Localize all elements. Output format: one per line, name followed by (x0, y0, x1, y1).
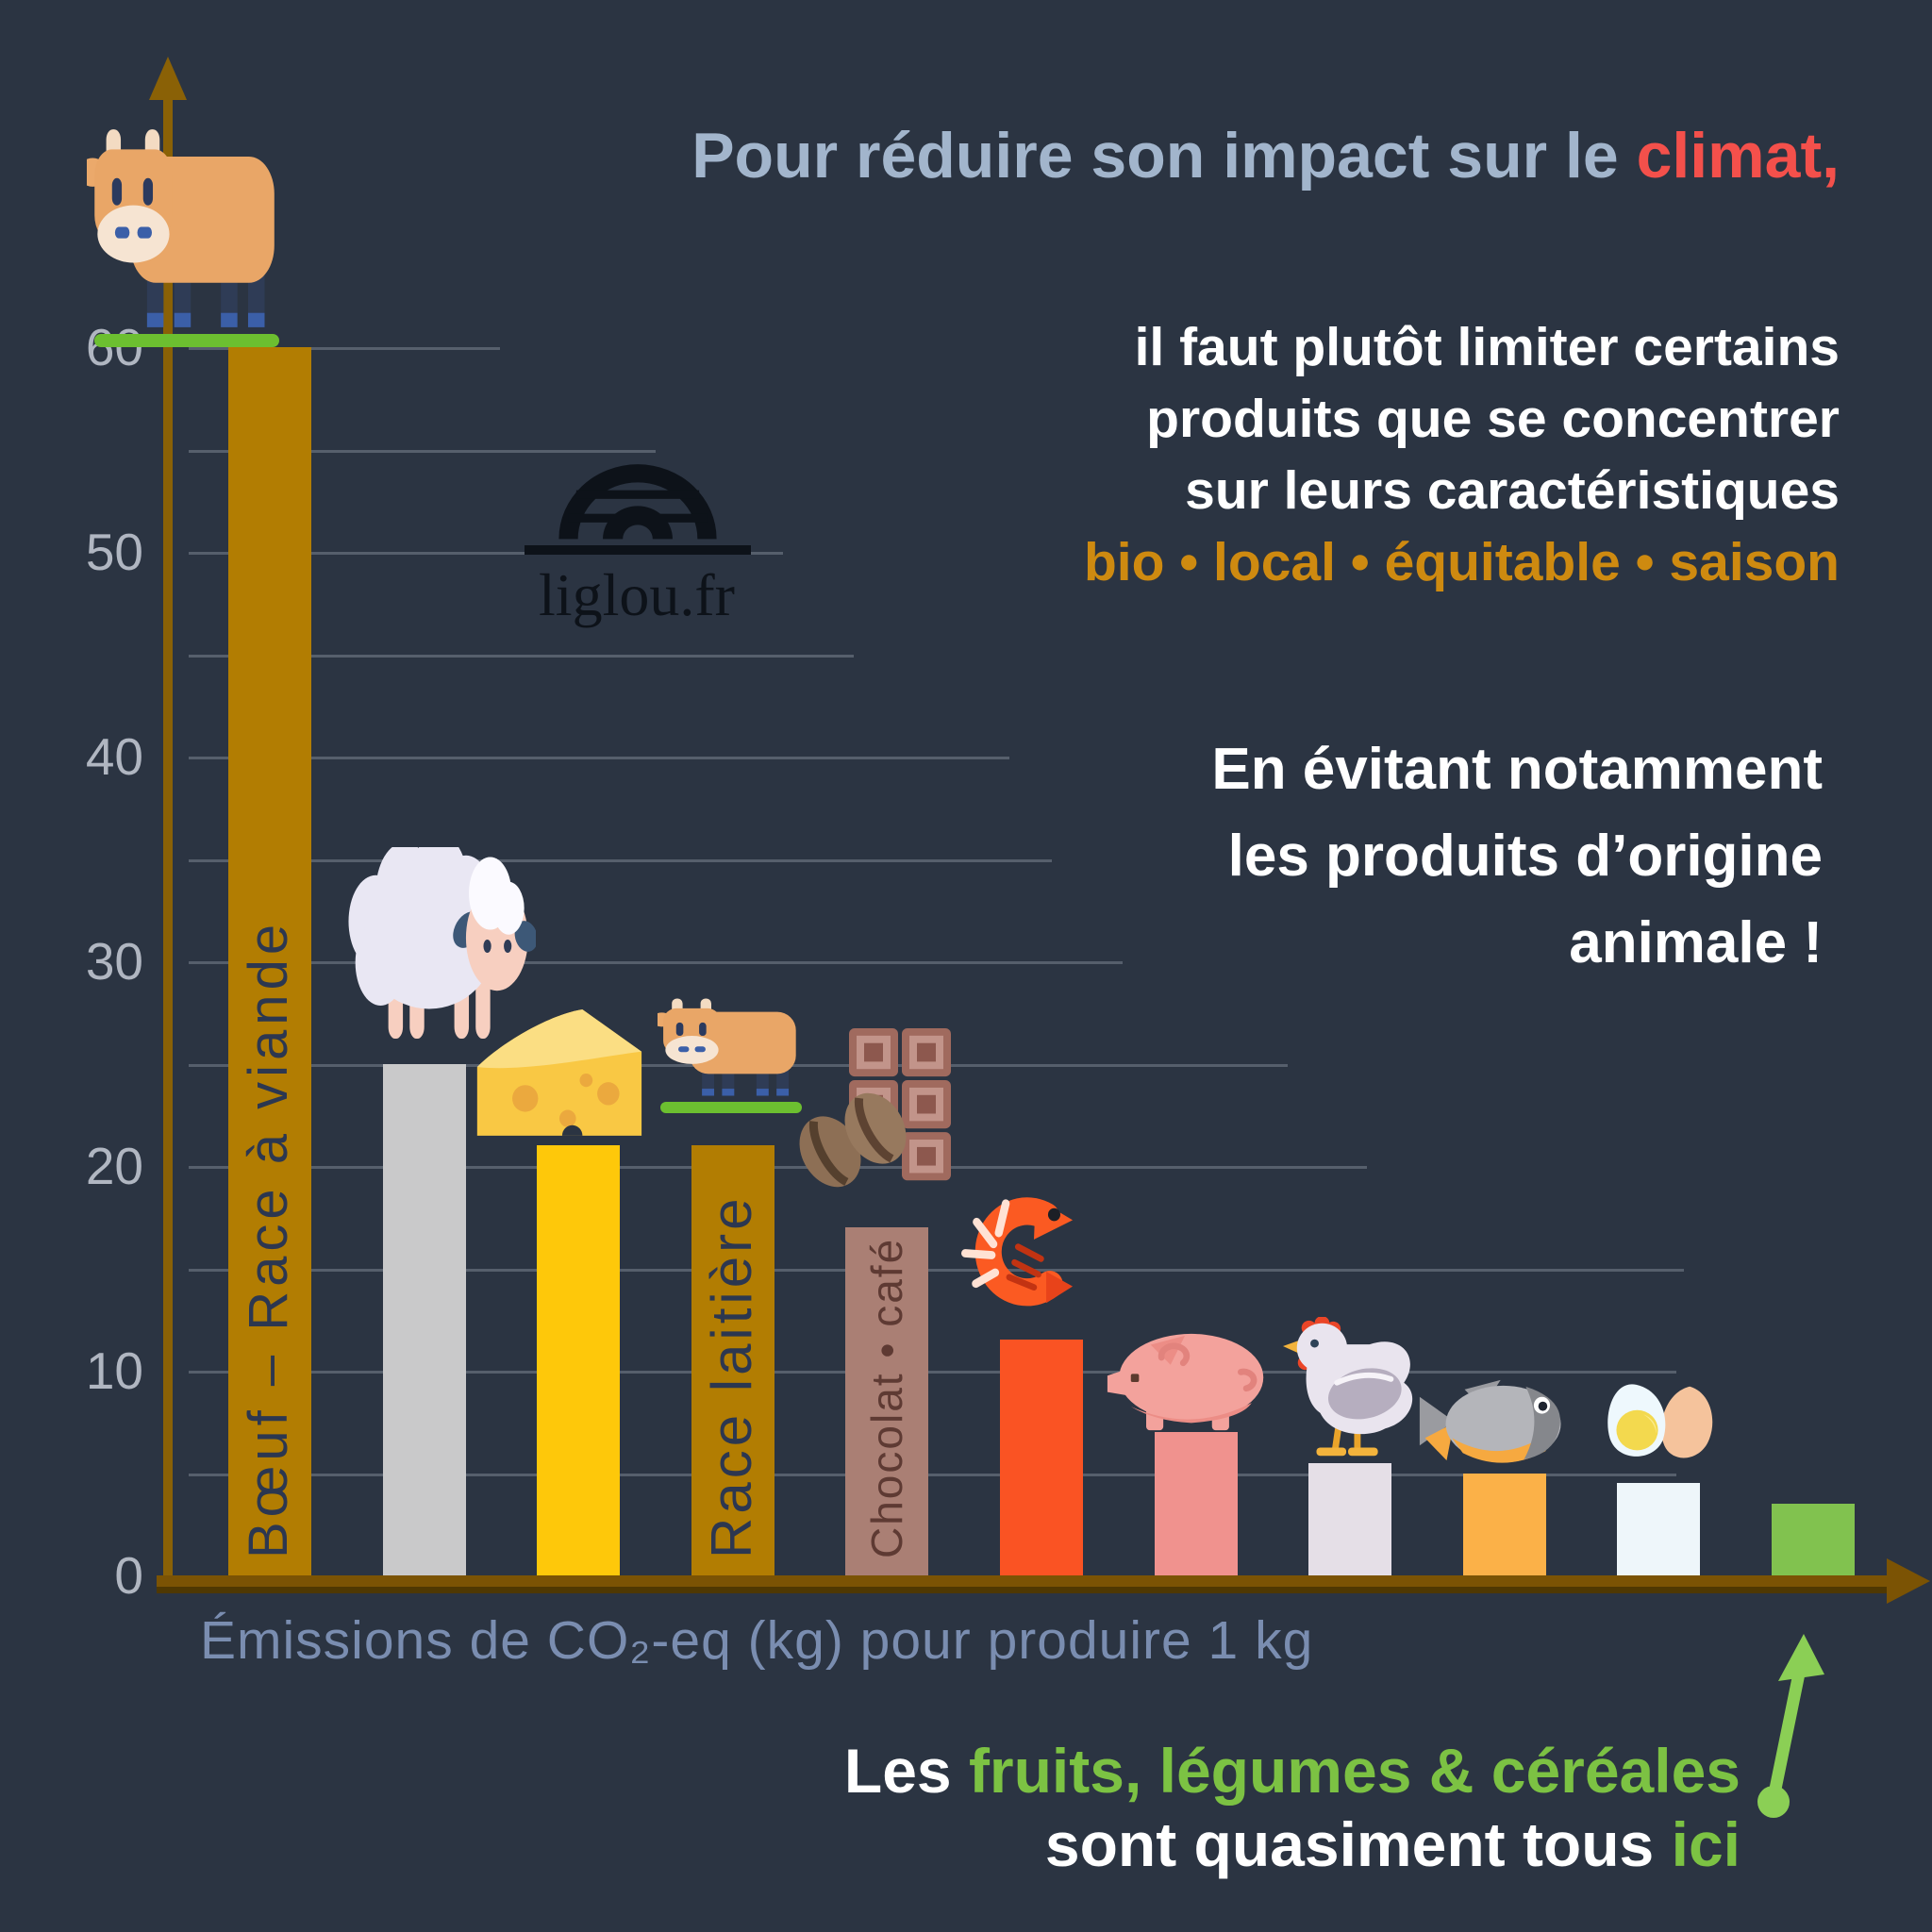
bar-chicken (1308, 1462, 1392, 1575)
text-segment: Pour réduire son impact sur le (691, 120, 1637, 192)
shrimp-icon (961, 1197, 1074, 1307)
y-tick-label-50: 50 (85, 523, 143, 581)
sheep-icon-box (332, 847, 536, 1045)
chicken-icon-box (1281, 1317, 1421, 1463)
y-tick-label-30: 30 (85, 932, 143, 991)
egg-icon (1607, 1384, 1713, 1458)
grass-strip (94, 334, 279, 347)
x-axis-line (157, 1575, 1898, 1587)
gridline-15 (189, 1268, 1684, 1272)
footer-line-1: Les fruits, légumes & céréales (844, 1734, 1740, 1807)
cheese-icon (476, 1009, 642, 1136)
cow-icon (87, 129, 275, 327)
bar-fish (1462, 1473, 1546, 1575)
intro-line-1: il faut plutôt limiter certains (1134, 317, 1840, 377)
text-segment: Les (843, 1736, 969, 1806)
text-segment: ici (1671, 1809, 1740, 1879)
dairy-cow-icon (658, 998, 796, 1096)
y-tick-label-20: 20 (85, 1137, 143, 1195)
pig-icon (1107, 1333, 1264, 1431)
chicken-icon (1282, 1317, 1413, 1457)
shrimp-icon-box (955, 1196, 1074, 1311)
page-title: Pour réduire son impact sur le climat, (691, 113, 1840, 198)
y-axis-line (163, 99, 173, 1575)
gridline-30 (189, 961, 1123, 964)
pig-icon-box (1106, 1332, 1268, 1432)
cow-icon-box (87, 121, 281, 336)
x-axis-shadow (157, 1587, 1898, 1593)
gridline-45 (189, 654, 854, 658)
intro-paragraph: il faut plutôt limiter certains produits… (1084, 311, 1840, 598)
gridline-10 (189, 1371, 1676, 1374)
y-tick-label-60: 60 (85, 318, 143, 376)
bar-cow-small (691, 1145, 774, 1575)
bar-sheep (382, 1063, 466, 1575)
gridline-35 (189, 858, 1052, 862)
gridline-40 (189, 757, 1009, 759)
callout-line-1: En évitant notamment (1211, 737, 1823, 802)
gridline-50 (189, 552, 783, 555)
bar-cow (228, 347, 311, 1575)
avoid-animal-products-callout: En évitant notamment les produits d’orig… (1211, 726, 1823, 987)
bar-pig (1154, 1432, 1238, 1575)
footer-line-2: sont quasiment tous ici (844, 1807, 1740, 1881)
footer-note: Les fruits, légumes & céréales sont quas… (844, 1734, 1740, 1881)
callout-line-2: les produits d’origine (1227, 824, 1823, 889)
bar-shrimp (1000, 1340, 1083, 1575)
x-axis-label: Émissions de CO₂-eq (kg) pour produire 1… (200, 1610, 1314, 1671)
grass-strip (660, 1102, 802, 1113)
y-tick-label-0: 0 (114, 1546, 143, 1605)
cow-small-icon-box (658, 994, 801, 1100)
intro-highlight-line: bio • local • équitable • saison (1083, 532, 1840, 592)
sheep-icon (348, 847, 536, 1039)
bar-chocolate-coffee (845, 1227, 929, 1575)
bar-label-cow: Bœuf – Race à viande (238, 919, 300, 1558)
x-axis-arrow-icon (1887, 1558, 1930, 1604)
text-segment: sont quasiment tous (1044, 1809, 1672, 1879)
bar-label-cow-small: Race laitière (699, 1194, 763, 1559)
gridline-55 (189, 449, 656, 453)
text-segment: fruits, légumes & céréales (968, 1736, 1740, 1806)
y-axis-arrow-icon (149, 57, 187, 100)
gridline-5 (189, 1473, 1676, 1476)
bar-cheese (537, 1145, 621, 1575)
bar-label-chocolate-coffee: Chocolat • café (861, 1237, 911, 1558)
fish-icon-box (1418, 1371, 1571, 1478)
chocolate-coffee-icon (799, 1027, 951, 1188)
intro-line-2: produits que se concentrer (1146, 389, 1840, 449)
liglou-arch-logo-icon (558, 464, 717, 540)
bar-fruits-vegetables (1772, 1504, 1855, 1575)
y-tick-label-40: 40 (85, 727, 143, 786)
bar-egg (1617, 1483, 1701, 1575)
gridline-20 (189, 1166, 1367, 1169)
egg-icon-box (1604, 1383, 1717, 1466)
text-segment: climat, (1636, 120, 1840, 192)
logo-wordmark: liglou.fr (539, 561, 735, 628)
pointer-arrow-icon (1757, 1634, 1824, 1818)
cheese-icon-box (470, 998, 645, 1141)
gridline-60 (189, 347, 500, 350)
y-tick-label-10: 10 (85, 1341, 143, 1400)
fish-icon (1419, 1379, 1561, 1463)
callout-line-3: animale ! (1569, 910, 1823, 975)
chocolate-coffee-icon-box (792, 1026, 953, 1198)
intro-line-3: sur leurs caractéristiques (1185, 460, 1840, 521)
logo-underline (525, 545, 751, 555)
